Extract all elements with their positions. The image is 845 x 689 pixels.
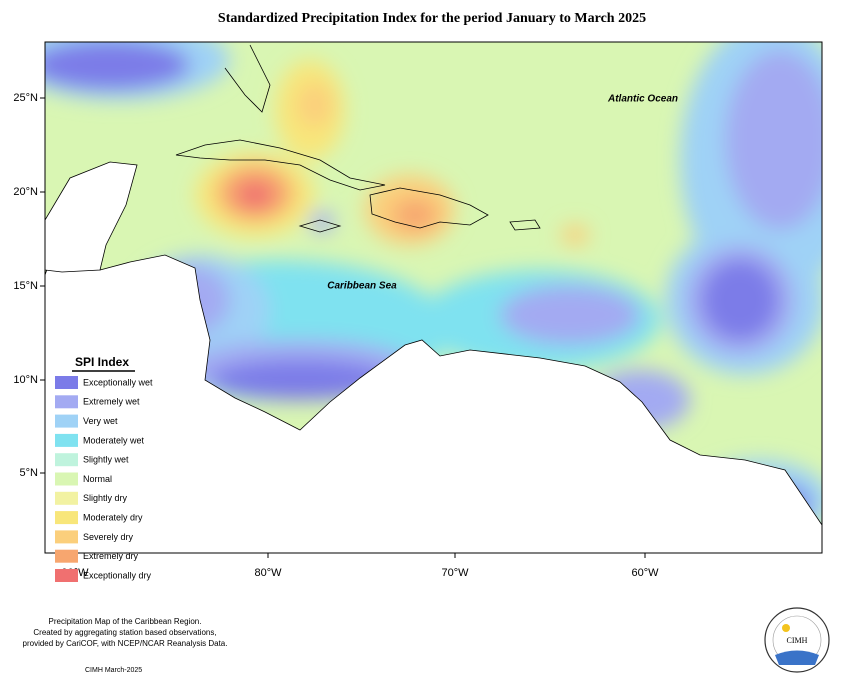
legend-label: Slightly wet xyxy=(83,455,129,465)
legend-swatch xyxy=(55,414,78,428)
footer-line: provided by CariCOF, with NCEP/NCAR Rean… xyxy=(23,639,228,648)
logo: CIMH xyxy=(764,607,830,673)
lat-label: 5°N xyxy=(20,467,39,479)
overlay: 90°W80°W70°W60°W25°N20°N15°N10°N5°NAtlan… xyxy=(13,92,678,674)
puerto-rico xyxy=(509,219,541,231)
legend-label: Severely dry xyxy=(83,532,134,542)
cuba xyxy=(175,139,386,191)
lat-label: 25°N xyxy=(13,92,38,104)
legend-label: Moderately dry xyxy=(83,512,143,522)
legend-swatch xyxy=(55,395,78,409)
land-yucatan xyxy=(45,161,138,273)
legend-title: SPI Index xyxy=(75,355,129,369)
logo-label: CIMH xyxy=(787,636,808,645)
map-frame xyxy=(44,41,823,554)
lat-label: 20°N xyxy=(13,186,38,198)
title: Standardized Precipitation Index for the… xyxy=(218,11,646,26)
legend-label: Moderately wet xyxy=(83,435,145,445)
legend-swatch xyxy=(55,491,78,505)
legend-label: Very wet xyxy=(83,416,118,426)
legend-swatch xyxy=(55,376,78,389)
lat-label: 15°N xyxy=(13,280,38,292)
legend-swatch xyxy=(55,472,78,486)
land-south xyxy=(45,231,822,553)
jamaica xyxy=(298,219,342,233)
spi-field xyxy=(45,42,822,553)
legend-label: Exceptionally wet xyxy=(83,377,153,387)
legend-label: Slightly dry xyxy=(83,493,128,503)
lon-label: 80°W xyxy=(254,567,282,579)
ocean-label: Atlantic Ocean xyxy=(607,94,678,105)
legend-label: Normal xyxy=(83,474,112,484)
lon-label: 70°W xyxy=(441,567,469,579)
lon-label: 60°W xyxy=(631,567,659,579)
legend-label: Extremely wet xyxy=(83,397,140,407)
footer-date: CIMH March-2025 xyxy=(85,667,142,674)
ocean-label: Caribbean Sea xyxy=(327,281,397,292)
florida xyxy=(224,44,271,113)
lat-label: 10°N xyxy=(13,374,38,386)
legend-swatch xyxy=(55,530,78,544)
legend-label: Exceptionally dry xyxy=(83,570,152,580)
legend-swatch xyxy=(55,453,78,467)
legend-swatch xyxy=(55,433,78,447)
legend-swatch xyxy=(55,569,78,582)
footer-line: Precipitation Map of the Caribbean Regio… xyxy=(49,617,202,626)
footer-line: Created by aggregating station based obs… xyxy=(33,628,216,637)
legend-swatch xyxy=(55,511,78,525)
legend-label: Extremely dry xyxy=(83,551,139,561)
legend-swatch xyxy=(55,549,78,563)
hispaniola xyxy=(369,187,489,229)
